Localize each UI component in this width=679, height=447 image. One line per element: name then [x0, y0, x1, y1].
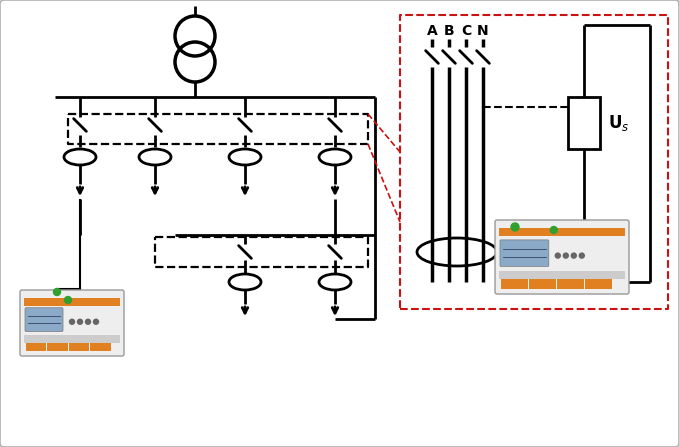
- Bar: [568, 97, 600, 149]
- Circle shape: [65, 296, 71, 304]
- Circle shape: [77, 319, 83, 324]
- Bar: [557, 279, 585, 289]
- Bar: [529, 279, 556, 289]
- Text: C: C: [461, 24, 471, 38]
- Text: B: B: [443, 24, 454, 38]
- FancyBboxPatch shape: [500, 240, 549, 266]
- Circle shape: [550, 227, 557, 233]
- Circle shape: [579, 253, 585, 258]
- Text: A: A: [426, 24, 437, 38]
- FancyBboxPatch shape: [495, 220, 629, 294]
- Bar: [499, 271, 625, 279]
- Text: N: N: [477, 24, 489, 38]
- FancyBboxPatch shape: [25, 308, 63, 331]
- Bar: [69, 342, 90, 351]
- Bar: [26, 342, 46, 351]
- Circle shape: [86, 319, 90, 324]
- Bar: [499, 228, 625, 236]
- FancyBboxPatch shape: [20, 290, 124, 356]
- Circle shape: [555, 253, 560, 258]
- Bar: [90, 342, 111, 351]
- Circle shape: [54, 288, 60, 295]
- Circle shape: [571, 253, 576, 258]
- Bar: [501, 279, 528, 289]
- Circle shape: [69, 319, 75, 324]
- Circle shape: [94, 319, 98, 324]
- Bar: [24, 298, 120, 306]
- Text: U$_s$: U$_s$: [608, 113, 629, 133]
- Bar: [585, 279, 612, 289]
- Circle shape: [564, 253, 568, 258]
- Bar: [24, 335, 120, 343]
- Bar: [48, 342, 68, 351]
- Circle shape: [511, 223, 519, 231]
